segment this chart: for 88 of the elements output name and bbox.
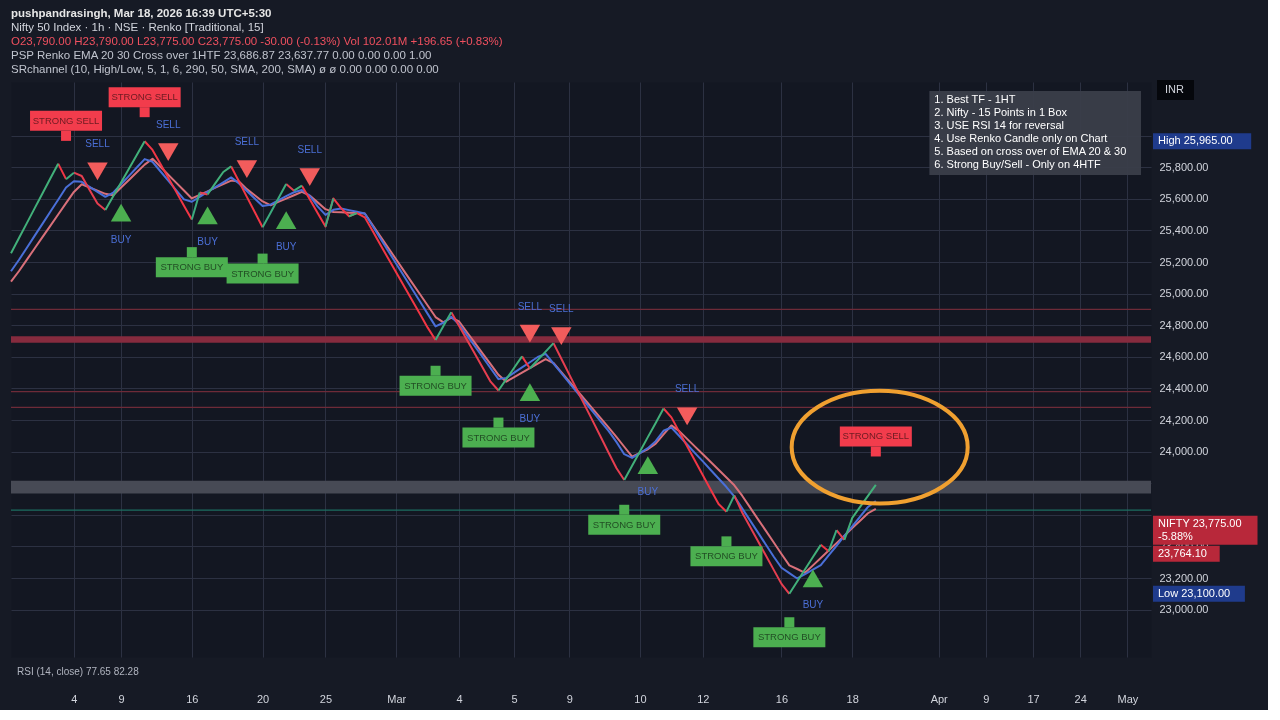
- text: 23,764.10: [1158, 546, 1207, 559]
- point: [637, 456, 659, 474]
- data-label: BUY: [197, 236, 219, 248]
- data-label: SELL: [674, 383, 700, 395]
- point: [61, 130, 72, 141]
- point: [157, 143, 179, 162]
- chart-title: Nifty 50 Index · 1h · NSE · Renko [Traditional, 15]: [11, 21, 264, 33]
- point: [619, 504, 630, 515]
- point: [430, 365, 441, 376]
- point: [493, 417, 504, 428]
- x-tick-label: Apr: [930, 692, 949, 705]
- point: [721, 536, 732, 547]
- data-label: STRONG BUY: [695, 550, 759, 562]
- text: High 25,965.00: [1158, 134, 1233, 147]
- data-label: STRONG BUY: [160, 261, 224, 273]
- x-tick-label: 9: [566, 692, 573, 705]
- y-tick-label: 24,800.00: [1159, 318, 1209, 331]
- data-label: STRONG BUY: [231, 267, 295, 279]
- point: [257, 253, 268, 264]
- y-tick-label: 25,000.00: [1159, 287, 1209, 300]
- x-tick-label: Mar: [387, 692, 407, 705]
- point: [299, 168, 321, 186]
- data-label: STRONG BUY: [757, 631, 822, 643]
- point: [519, 324, 541, 343]
- text: RSI (14, close) 77.65 82.28: [17, 666, 140, 677]
- text: Low 23,100.00: [1158, 586, 1231, 599]
- data-label: STRONG BUY: [467, 431, 531, 443]
- y-tick-label: 24,200.00: [1159, 413, 1209, 426]
- data-label: BUY: [637, 486, 659, 498]
- y-tick-label: 23,200.00: [1159, 571, 1209, 584]
- y-tick-label: 25,400.00: [1159, 223, 1209, 236]
- data-label: BUY: [519, 413, 541, 425]
- x-tick-label: 10: [634, 692, 647, 705]
- data-label: BUY: [110, 233, 132, 245]
- point: [519, 383, 541, 402]
- data-label: STRONG SELL: [111, 91, 178, 103]
- text: PSP Renko EMA 20 30 Cross over 1HTF 23,686.87 23,637.77 0.00 0.00 0.00 1.00: [11, 49, 432, 61]
- x-tick-label: 17: [1027, 692, 1040, 705]
- data-label: STRONG BUY: [404, 379, 468, 391]
- text: NIFTY 23,775.00 -5.88%: [1158, 516, 1242, 542]
- chart-subtitle: O23,790.00 H23,790.00 L23,775.00 C23,775.00 -30.00 (-0.13%) Vol 102.01M +196.65 (+0.83%): [11, 35, 503, 47]
- annotation: 1. Best TF - 1HT 2. Nifty - 15 Points in 1 Box 3. USE RSI 14 for reversal 4. Use Renko Candle only on Chart 5. Based on cross over of EMA 20 & 30 6. Strong Buy/Sell - Only on 4HTF: [934, 93, 1127, 170]
- text: pushpandrasingh, Mar 18, 2026 16:39 UTC+5:30: [11, 7, 272, 19]
- data-label: SELL: [156, 119, 181, 131]
- x-tick-label: 5: [511, 692, 518, 705]
- x-tick-label: 24: [1074, 692, 1087, 705]
- y-tick-label: 24,600.00: [1159, 350, 1209, 363]
- x-tick-label: 18: [846, 692, 859, 705]
- y-tick-label: 24,000.00: [1159, 445, 1209, 458]
- point: [784, 617, 795, 628]
- x-tick-label: 12: [697, 692, 710, 705]
- x-tick-label: May: [1117, 692, 1139, 705]
- text: SRchannel (10, High/Low, 5, 1, 6, 290, 50, SMA, 200, SMA) ø ø 0.00 0.00 0.00 0.00: [11, 63, 439, 75]
- point: [870, 446, 881, 457]
- point: [551, 327, 572, 346]
- x-tick-label: 9: [983, 692, 990, 705]
- x-tick-label: 25: [319, 692, 333, 705]
- point: [197, 206, 218, 225]
- x-tick-label: 16: [186, 692, 199, 705]
- x-tick-label: 9: [118, 692, 125, 705]
- text: INR: [1165, 83, 1184, 95]
- y-tick-label: 25,200.00: [1159, 255, 1209, 268]
- data-label: BUY: [802, 599, 824, 611]
- data-label: STRONG SELL: [842, 430, 910, 442]
- y-tick-label: 24,400.00: [1159, 381, 1209, 394]
- data-label: SELL: [517, 300, 543, 312]
- data-label: STRONG BUY: [592, 518, 657, 530]
- data-label: SELL: [297, 144, 323, 156]
- x-tick-label: 16: [775, 692, 789, 705]
- x-tick-label: 4: [71, 692, 78, 705]
- data-label: BUY: [275, 241, 297, 253]
- data-label: STRONG SELL: [32, 114, 100, 126]
- data-label: SELL: [234, 136, 260, 148]
- point: [676, 407, 698, 426]
- y-tick-label: 25,800.00: [1159, 160, 1209, 173]
- y-tick-label: 23,000.00: [1159, 603, 1209, 616]
- point: [139, 107, 150, 118]
- x-tick-label: 4: [456, 692, 463, 705]
- point: [87, 162, 108, 181]
- x-tick-label: 20: [256, 692, 270, 705]
- point: [110, 203, 132, 222]
- point: [802, 569, 824, 588]
- point: [236, 160, 258, 179]
- data-label: SELL: [549, 303, 575, 315]
- point: [186, 247, 197, 258]
- point: [275, 211, 297, 230]
- data-label: SELL: [85, 138, 111, 150]
- y-tick-label: 25,600.00: [1159, 192, 1209, 205]
